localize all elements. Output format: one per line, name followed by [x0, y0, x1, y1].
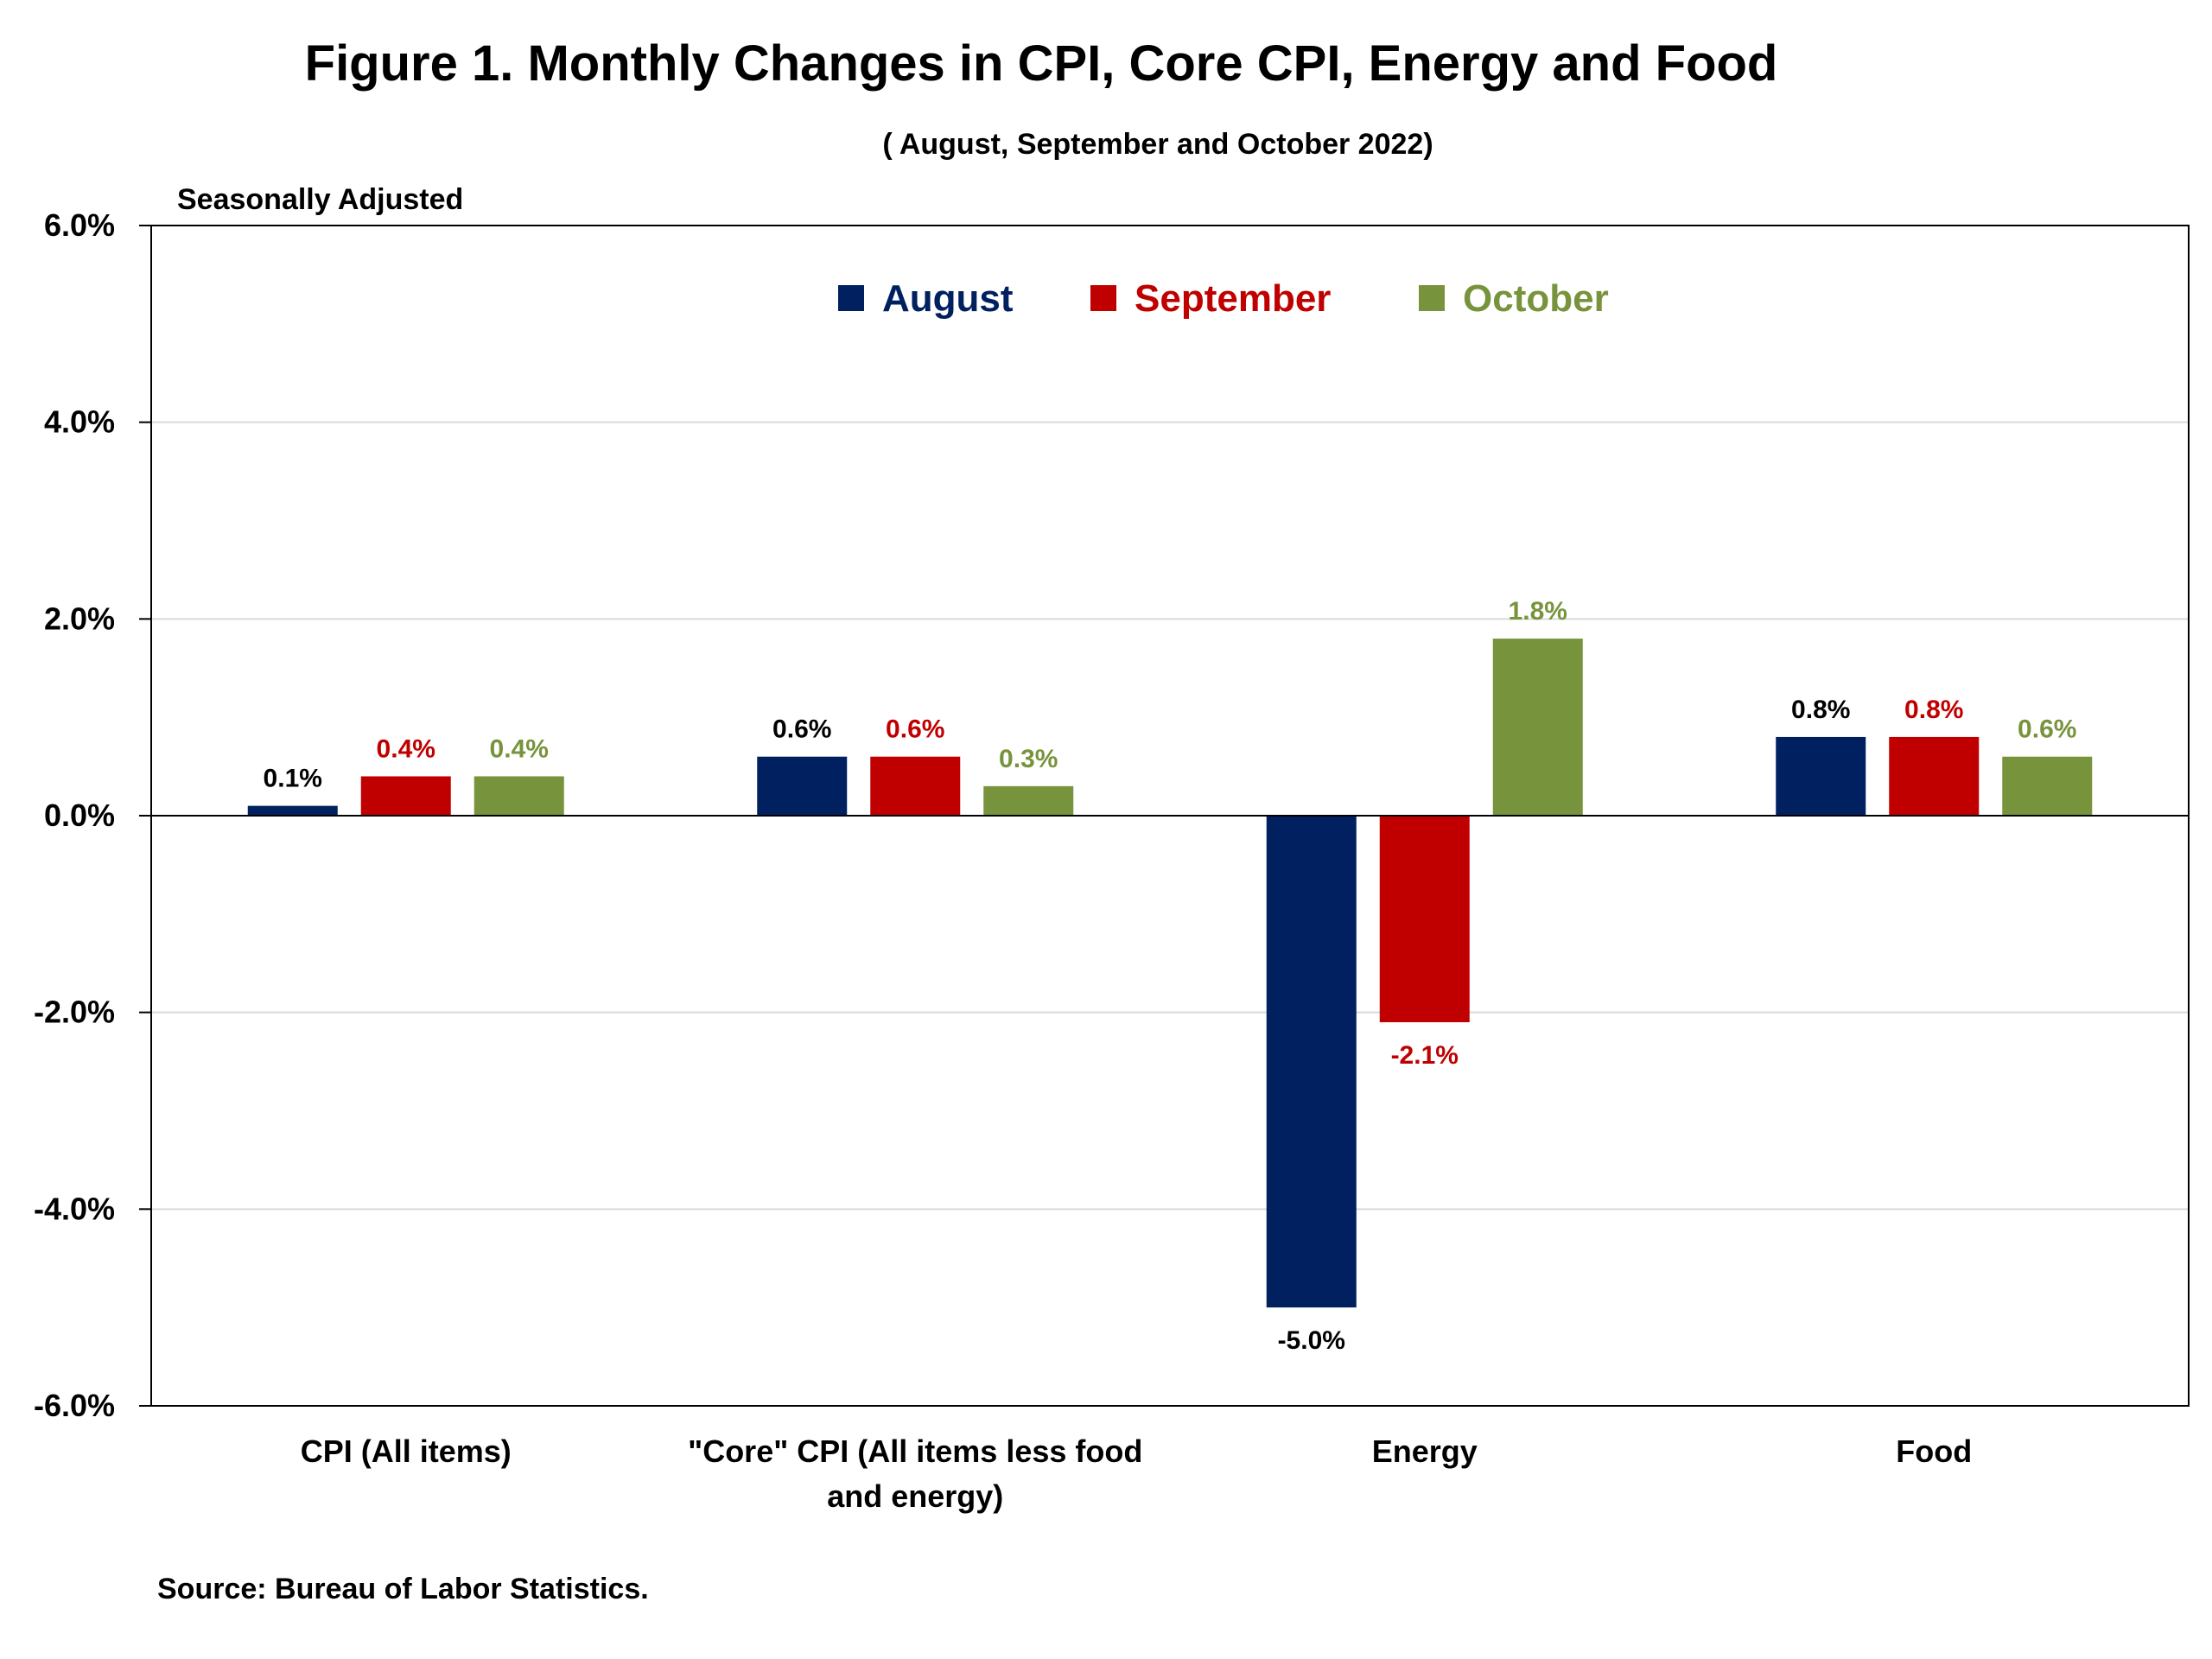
bar: [1379, 816, 1470, 1023]
bars: [247, 639, 2093, 1308]
bar: [1266, 816, 1357, 1308]
gridlines: [151, 421, 2189, 1211]
y-tick-label: -6.0%: [34, 1388, 115, 1423]
y-tick-label: -2.0%: [34, 995, 115, 1030]
x-category-label: Energy: [1372, 1433, 1478, 1469]
y-tick-label: 4.0%: [44, 404, 115, 440]
data-labels: 0.1% 0.4% 0.4% 0.6% 0.6% 0.3% -5.0% -2.1% 1.8% 0.…: [264, 597, 2077, 1355]
data-label: 0.8%: [1904, 696, 1963, 724]
data-label: 0.1%: [264, 765, 322, 793]
y-axis-ticks: 6.0% 4.0% 2.0% 0.0% -2.0% -4.0% -6.0%: [34, 207, 151, 1423]
bar: [983, 785, 1074, 816]
bar: [1776, 736, 1866, 816]
x-category-label-line: "Core" CPI (All items less food: [688, 1433, 1142, 1469]
data-label: 0.8%: [1791, 696, 1850, 724]
legend-label: August: [882, 277, 1014, 320]
data-label: 0.6%: [2018, 715, 2076, 744]
data-label: 0.4%: [490, 734, 549, 763]
x-category-label: "Core" CPI (All items less food and energ…: [688, 1433, 1142, 1514]
bar: [247, 805, 338, 816]
data-label: 0.3%: [999, 745, 1058, 773]
bar: [360, 776, 451, 816]
x-category-label-line: Food: [1896, 1433, 1972, 1469]
bar: [1492, 639, 1583, 816]
y-tick-label: -4.0%: [34, 1191, 115, 1226]
legend-label: September: [1135, 277, 1331, 320]
legend-swatch: [1090, 285, 1116, 311]
data-label: 0.6%: [886, 715, 944, 744]
chart-subtitle: ( August, September and October 2022): [882, 128, 1433, 161]
data-label: 1.8%: [1509, 597, 1567, 626]
bar: [757, 756, 848, 816]
data-label: 0.6%: [772, 715, 831, 744]
x-category-label: Food: [1896, 1433, 1972, 1469]
x-category-label-line: and energy): [827, 1478, 1003, 1514]
legend: August September October: [838, 277, 1609, 320]
data-label: -2.1%: [1391, 1041, 1459, 1070]
legend-label: October: [1463, 277, 1609, 320]
data-label: 0.4%: [377, 734, 435, 763]
y-tick-label: 0.0%: [44, 798, 115, 833]
chart-title: Figure 1. Monthly Changes in CPI, Core C…: [304, 35, 1778, 92]
source-note: Source: Bureau of Labor Statistics.: [157, 1573, 649, 1605]
bar: [870, 756, 961, 816]
bar: [474, 776, 564, 816]
x-category-label-line: CPI (All items): [301, 1433, 512, 1469]
x-axis-labels: CPI (All items) "Core" CPI (All items les…: [301, 1433, 1973, 1514]
legend-swatch: [838, 285, 864, 311]
bar: [1889, 736, 1980, 816]
data-label: -5.0%: [1278, 1326, 1345, 1355]
y-tick-label: 2.0%: [44, 601, 115, 636]
x-category-label-line: Energy: [1372, 1433, 1478, 1469]
seasonal-adjustment-note: Seasonally Adjusted: [177, 183, 464, 216]
x-category-label: CPI (All items): [301, 1433, 512, 1469]
y-tick-label: 6.0%: [44, 207, 115, 243]
legend-swatch: [1419, 285, 1445, 311]
bar: [2002, 756, 2093, 816]
